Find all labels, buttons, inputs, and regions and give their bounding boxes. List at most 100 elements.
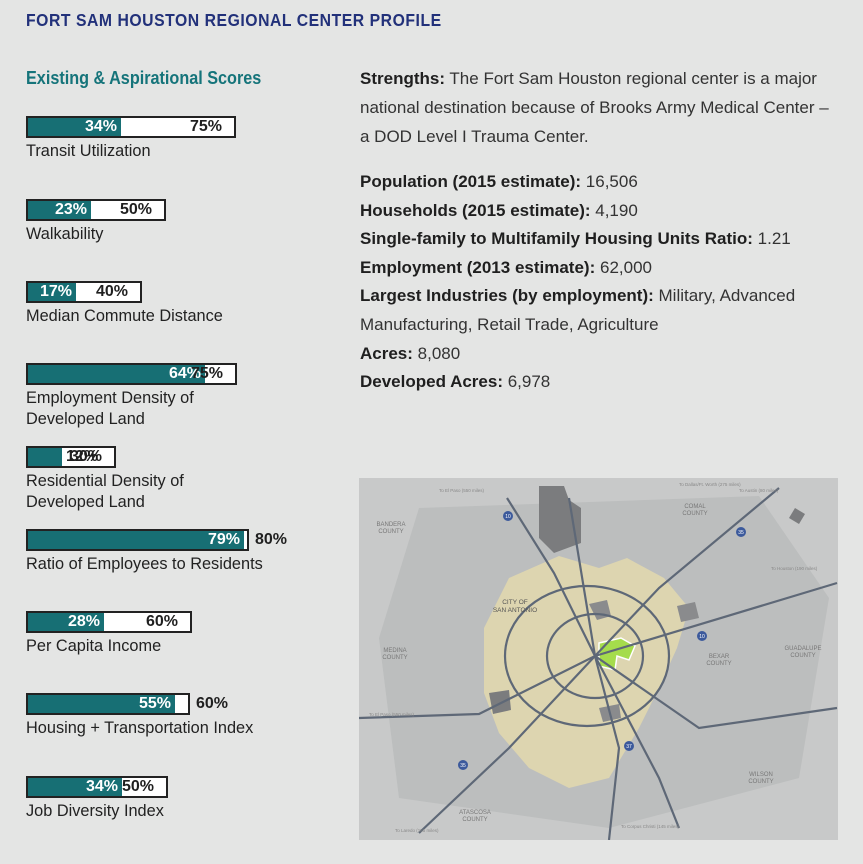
score-bar-fill (28, 778, 122, 796)
stat-value: 1.21 (757, 229, 791, 249)
road-label-laredo: To Laredo (155 miles) (395, 828, 439, 833)
score-bar: 12% (26, 446, 116, 468)
road-label-dallas: To Dallas/Ft. Worth (275 miles) (679, 482, 741, 487)
score-housing-transportation-index: 55% 60% Housing + Transportation Index (26, 693, 263, 738)
score-label: Walkability (26, 224, 104, 243)
score-label: Job Diversity Index (26, 801, 164, 820)
stat-employment: Employment (2013 estimate): 62,000 (360, 254, 840, 283)
stat-developed-acres: Developed Acres: 6,978 (360, 368, 840, 397)
score-label: Transit Utilization (26, 141, 151, 160)
score-aspirational-value: 75% (191, 365, 224, 382)
stat-label: Population (2015 estimate): (360, 172, 582, 191)
score-label: Residential Density of Developed Land (26, 471, 184, 511)
highway-i10-east (359, 581, 838, 720)
city-label: CITY OF SAN ANTONIO (493, 599, 537, 614)
svg-text:35: 35 (460, 763, 466, 769)
score-current-value: 64% (168, 365, 201, 382)
score-bar-fill (28, 613, 104, 631)
road-label-el-paso-2: To El Paso (550 miles) (369, 712, 415, 717)
score-bar-fill (28, 695, 175, 713)
score-aspirational-value: 60% (196, 695, 229, 712)
shield-icon: 10 (697, 631, 707, 641)
score-bar: 23% (26, 199, 166, 221)
city-area (484, 556, 689, 788)
score-employment-density: 64% 75% Employment Density of Developed L… (26, 363, 237, 429)
stat-value: 16,506 (585, 172, 638, 191)
highway-east (594, 655, 838, 730)
score-current-value: 79% (207, 531, 240, 548)
regional-map-svg: BANDERA COUNTY COMAL COUNTY MEDINA COUNTY B… (359, 478, 838, 840)
score-label: Employment Density of Developed Land (26, 388, 194, 428)
stat-acres: Acres: 8,080 (360, 340, 840, 369)
randolph-area (789, 508, 805, 524)
score-job-diversity-index: 34% 50% Job Diversity Index (26, 776, 170, 821)
score-current-value: 23% (54, 201, 87, 218)
county-guadalupe: GUADALUPE COUNTY (784, 646, 821, 659)
score-current-value: 55% (138, 695, 171, 712)
svg-text:10: 10 (699, 634, 705, 640)
county-labels: BANDERA COUNTY COMAL COUNTY MEDINA COUNTY B… (376, 504, 821, 823)
scores-heading: Existing & Aspirational Scores (26, 68, 262, 88)
stat-housing-ratio: Single-family to Multifamily Housing Uni… (360, 225, 840, 254)
county-atascosa: ATASCOSA COUNTY (459, 810, 491, 823)
score-bar-fill (28, 118, 121, 136)
score-current-value: 34% (84, 118, 117, 135)
stat-largest-industries: Largest Industries (by employment): Mili… (360, 282, 840, 339)
stat-population: Population (2015 estimate): 16,506 (360, 168, 840, 197)
score-bar-fill (28, 531, 244, 549)
shield-icon: 35 (458, 760, 468, 770)
score-label: Per Capita Income (26, 636, 162, 655)
stat-value: 62,000 (599, 257, 652, 277)
score-bar: 17% (26, 281, 142, 303)
shield-icon: 10 (503, 511, 513, 521)
county-bexar: BEXAR COUNTY (706, 654, 731, 667)
road-label-austin: To Austin (80 miles) (739, 488, 779, 493)
stat-label: Households (2015 estimate): (360, 200, 591, 220)
score-current-value: 28% (67, 613, 100, 630)
score-bar: 64% (26, 363, 237, 385)
score-bar: 34% (26, 116, 236, 138)
score-ratio-employees-residents: 79% 80% Ratio of Employees to Residents (26, 529, 287, 574)
stat-value: 4,190 (595, 200, 638, 220)
highway-network (359, 487, 838, 840)
loop-410 (545, 612, 645, 700)
score-label: Median Commute Distance (26, 306, 223, 325)
score-bar: 79% (26, 529, 249, 551)
score-aspirational-value: 30% (70, 448, 103, 465)
county-bandera: BANDERA COUNTY (376, 522, 405, 535)
road-label-houston: To Houston (190 miles) (771, 566, 818, 571)
score-per-capita-income: 28% 60% Per Capita Income (26, 611, 192, 656)
score-walkability: 23% 50% Walkability (26, 199, 166, 244)
highway-37 (593, 655, 621, 840)
stat-value: 6,978 (507, 372, 551, 392)
score-bar-fill (28, 283, 76, 301)
military-area (677, 602, 699, 622)
score-bar: 55% (26, 693, 190, 715)
road-label-corpus: To Corpus Christi (145 miles) (621, 824, 680, 829)
score-transit-utilization: 34% 75% Transit Utilization (26, 116, 236, 161)
county-wilson: WILSON COUNTY (748, 772, 773, 785)
score-bar-fill (28, 201, 91, 219)
strengths-paragraph: Strengths: The Fort Sam Houston regional… (360, 64, 840, 151)
score-aspirational-value: 40% (96, 283, 129, 300)
county-medina: MEDINA COUNTY (382, 648, 407, 661)
score-bar-fill (28, 365, 205, 383)
score-current-value: 34% (85, 778, 118, 795)
shield-icon: 37 (624, 741, 634, 751)
svg-text:37: 37 (626, 744, 632, 750)
strengths-label: Strengths: (360, 69, 445, 88)
road-destination-labels: To El Paso (550 miles) To Dallas/Ft. Wor… (369, 482, 818, 833)
score-aspirational-value: 80% (255, 531, 288, 548)
stat-value: 8,080 (417, 343, 461, 363)
strengths-text: The Fort Sam Houston regional center is … (360, 69, 829, 146)
stat-label: Single-family to Multifamily Housing Uni… (360, 229, 753, 249)
page-title: FORT SAM HOUSTON REGIONAL CENTER PROFILE (26, 10, 442, 30)
score-current-value: 17% (39, 283, 72, 300)
score-residential-density: 12% 30% Residential Density of Developed … (26, 446, 226, 512)
svg-text:35: 35 (738, 530, 744, 536)
loop-1604 (503, 584, 671, 728)
score-current-value: 12% (66, 448, 99, 465)
road-label-el-paso: To El Paso (550 miles) (439, 488, 485, 493)
stat-label: Developed Acres: (360, 372, 503, 392)
stats-list: Population (2015 estimate): 16,506 House… (360, 168, 840, 397)
